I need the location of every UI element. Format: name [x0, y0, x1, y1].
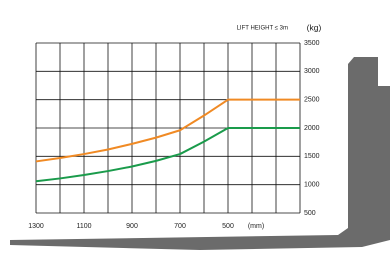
y-tick-label: 1500 — [304, 153, 320, 160]
y-tick-label: 2000 — [304, 125, 320, 132]
x-unit: (mm) — [248, 223, 264, 230]
y-tick-label: 500 — [304, 210, 316, 217]
x-tick-label: 1300 — [28, 223, 44, 230]
x-tick-label: 700 — [174, 223, 186, 230]
x-tick-label: 500 — [222, 223, 234, 230]
x-tick-label: 1100 — [76, 223, 91, 230]
chart: LIFT HEIGHT ≤ 3m (kg) (mm) 500 1000 1500 20… — [0, 0, 390, 254]
y-tick-label: 3500 — [304, 40, 320, 47]
annotation: LIFT HEIGHT ≤ 3m — [237, 26, 288, 32]
fork-shape — [10, 57, 390, 250]
x-tick-label: 900 — [126, 223, 138, 230]
y-tick-label: 3000 — [304, 68, 320, 75]
y-tick-label: 1000 — [304, 182, 320, 189]
y-unit: (kg) — [307, 22, 322, 32]
y-tick-label: 2500 — [304, 97, 320, 104]
load-curve — [36, 100, 300, 162]
